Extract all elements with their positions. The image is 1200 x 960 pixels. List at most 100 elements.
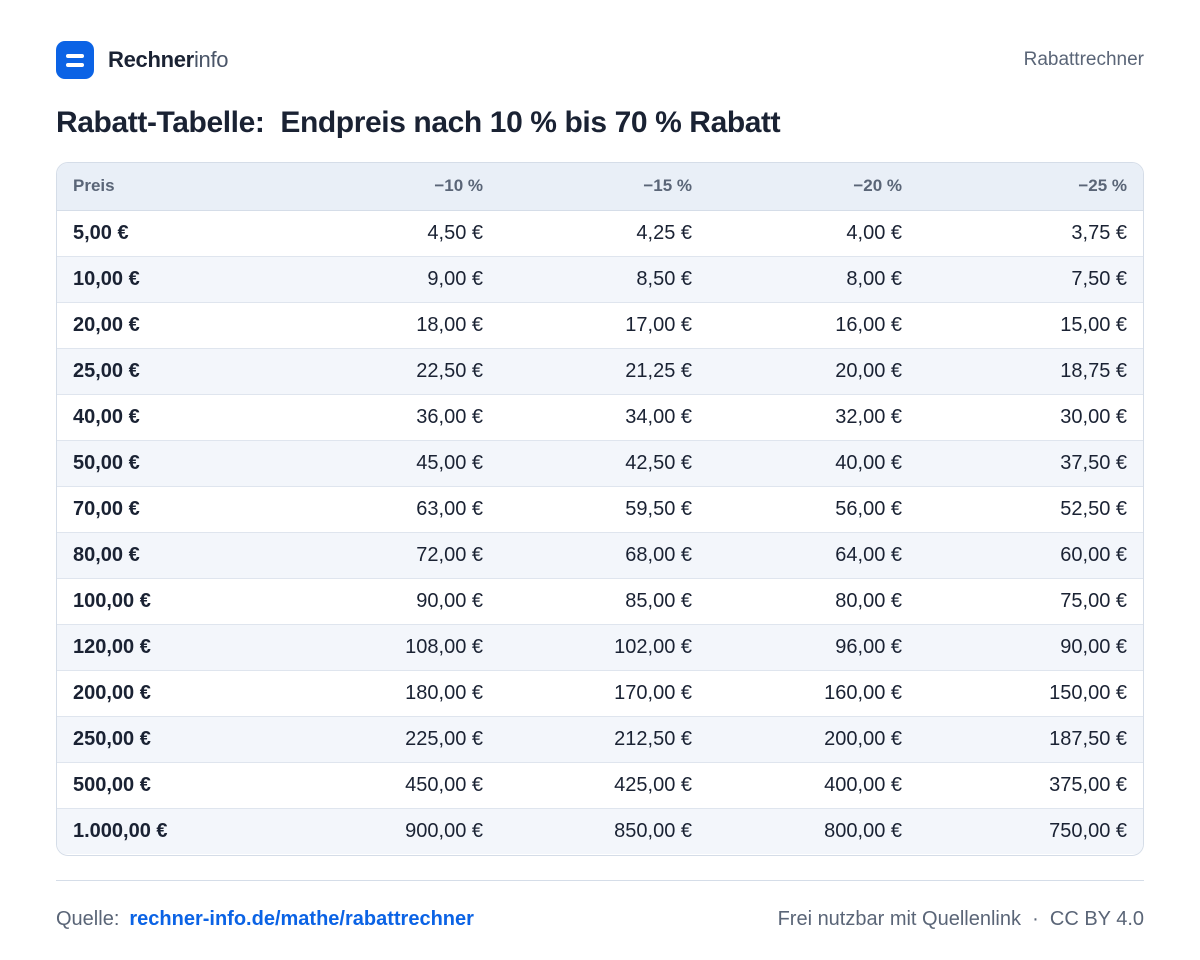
- column-header-price: Preis: [57, 163, 297, 211]
- final-price-cell: 18,75 €: [918, 348, 1143, 395]
- brand-name: Rechnerinfo: [108, 47, 229, 73]
- brand-name-light: info: [193, 47, 229, 72]
- final-price-cell: 90,00 €: [918, 624, 1143, 671]
- final-price-cell: 36,00 €: [297, 394, 499, 441]
- final-price-cell: 800,00 €: [824, 819, 902, 842]
- final-price-cell: 102,00 €: [499, 624, 708, 671]
- table-row: 200,00 €180,00 €170,00 €160,00 €150,00 €: [57, 670, 1143, 717]
- price-cell: 1.000,00 €: [73, 819, 168, 842]
- final-price-cell: 16,00 €: [708, 302, 918, 349]
- final-price-cell: 212,50 €: [499, 716, 708, 763]
- table-body: 5,00 €4,50 €4,25 €4,00 €3,75 €10,00 €9,0…: [57, 210, 1143, 854]
- price-cell: 20,00 €: [57, 302, 297, 349]
- final-price-cell: 17,00 €: [499, 302, 708, 349]
- discount-table: Preis −10 % −15 % −20 % −25 % 5,00 €4,50 €4,…: [57, 163, 1143, 854]
- column-header-discount: −20 %: [708, 163, 918, 211]
- price-cell: 40,00 €: [57, 394, 297, 441]
- table-row: 70,00 €63,00 €59,50 €56,00 €52,50 €: [57, 486, 1143, 533]
- page-title: Rabatt-Tabelle: Endpreis nach 10 % bis 7…: [56, 106, 781, 139]
- brand-name-strong: Rechner: [108, 47, 194, 72]
- final-price-cell: 42,50 €: [499, 440, 708, 487]
- final-price-cell: 75,00 €: [918, 578, 1143, 625]
- final-price-cell: 18,00 €: [297, 302, 499, 349]
- price-cell: 200,00 €: [57, 670, 297, 717]
- price-cell: 500,00 €: [57, 762, 297, 809]
- final-price-cell: 8,00 €: [708, 256, 918, 303]
- table-row: 500,00 €450,00 €425,00 €400,00 €375,00 €: [57, 762, 1143, 809]
- final-price-cell: 72,00 €: [297, 532, 499, 579]
- table-row: 25,00 €22,50 €21,25 €20,00 €18,75 €: [57, 348, 1143, 395]
- final-price-cell: 34,00 €: [499, 394, 708, 441]
- final-price-cell: 32,00 €: [708, 394, 918, 441]
- final-price-cell: 850,00 €: [614, 819, 692, 842]
- table-row: 5,00 €4,50 €4,25 €4,00 €3,75 €: [57, 210, 1143, 257]
- column-header-discount: −10 %: [297, 163, 499, 211]
- table-row: 80,00 €72,00 €68,00 €64,00 €60,00 €: [57, 532, 1143, 579]
- column-header-discount: −25 %: [918, 163, 1143, 211]
- column-header-discount: −15 %: [499, 163, 708, 211]
- final-price-cell: 8,50 €: [499, 256, 708, 303]
- final-price-cell: 68,00 €: [499, 532, 708, 579]
- equals-icon: [56, 41, 94, 79]
- price-cell: 25,00 €: [57, 348, 297, 395]
- price-cell: 50,00 €: [57, 440, 297, 487]
- price-cell: 80,00 €: [57, 532, 297, 579]
- table-row: 10,00 €9,00 €8,50 €8,00 €7,50 €: [57, 256, 1143, 303]
- final-price-cell: 4,00 €: [708, 210, 918, 257]
- final-price-cell: 64,00 €: [708, 532, 918, 579]
- final-price-cell: 85,00 €: [499, 578, 708, 625]
- final-price-cell: 4,50 €: [297, 210, 499, 257]
- license-text: Frei nutzbar mit Quellenlink · CC BY 4.0: [777, 907, 1144, 930]
- final-price-cell: 22,50 €: [297, 348, 499, 395]
- price-cell: 100,00 €: [57, 578, 297, 625]
- price-cell: 120,00 €: [57, 624, 297, 671]
- final-price-cell: 40,00 €: [708, 440, 918, 487]
- brand[interactable]: Rechnerinfo: [56, 41, 229, 79]
- source: Quelle: rechner-info.de/mathe/rabattrechn…: [56, 908, 474, 931]
- source-label: Quelle:: [56, 907, 120, 930]
- table-row: 100,00 €90,00 €85,00 €80,00 €75,00 €: [57, 578, 1143, 625]
- header-section-label: Rabattrechner: [1023, 49, 1144, 70]
- final-price-cell: 15,00 €: [918, 302, 1143, 349]
- price-cell: 10,00 €: [57, 256, 297, 303]
- final-price-cell: 56,00 €: [708, 486, 918, 533]
- table-row: 1.000,00 € 900,00 € 850,00 € 800,00 € 750,00…: [57, 808, 1143, 854]
- final-price-cell: 180,00 €: [297, 670, 499, 717]
- final-price-cell: 225,00 €: [297, 716, 499, 763]
- page-footer: Quelle: rechner-info.de/mathe/rabattrechn…: [56, 904, 1144, 934]
- footer-divider: [56, 880, 1144, 881]
- final-price-cell: 170,00 €: [499, 670, 708, 717]
- table-row: 250,00 €225,00 €212,50 €200,00 €187,50 €: [57, 716, 1143, 763]
- table-row: 50,00 €45,00 €42,50 €40,00 €37,50 €: [57, 440, 1143, 487]
- source-link[interactable]: rechner-info.de/mathe/rabattrechner: [129, 907, 474, 930]
- final-price-cell: 375,00 €: [918, 762, 1143, 809]
- final-price-cell: 9,00 €: [297, 256, 499, 303]
- final-price-cell: 900,00 €: [405, 819, 483, 842]
- final-price-cell: 52,50 €: [918, 486, 1143, 533]
- discount-table-container: Preis −10 % −15 % −20 % −25 % 5,00 €4,50 €4,…: [56, 162, 1144, 856]
- final-price-cell: 90,00 €: [297, 578, 499, 625]
- final-price-cell: 21,25 €: [499, 348, 708, 395]
- page-header: Rechnerinfo Rabattrechner: [56, 40, 1144, 80]
- final-price-cell: 3,75 €: [918, 210, 1143, 257]
- final-price-cell: 750,00 €: [1049, 819, 1127, 842]
- final-price-cell: 63,00 €: [297, 486, 499, 533]
- price-cell: 70,00 €: [57, 486, 297, 533]
- final-price-cell: 30,00 €: [918, 394, 1143, 441]
- price-cell: 5,00 €: [57, 210, 297, 257]
- final-price-cell: 450,00 €: [297, 762, 499, 809]
- final-price-cell: 150,00 €: [918, 670, 1143, 717]
- final-price-cell: 60,00 €: [918, 532, 1143, 579]
- table-row: 120,00 €108,00 €102,00 €96,00 €90,00 €: [57, 624, 1143, 671]
- final-price-cell: 37,50 €: [918, 440, 1143, 487]
- final-price-cell: 4,25 €: [499, 210, 708, 257]
- final-price-cell: 187,50 €: [918, 716, 1143, 763]
- table-row: 40,00 €36,00 €34,00 €32,00 €30,00 €: [57, 394, 1143, 441]
- final-price-cell: 20,00 €: [708, 348, 918, 395]
- final-price-cell: 200,00 €: [708, 716, 918, 763]
- final-price-cell: 7,50 €: [918, 256, 1143, 303]
- table-header-row: Preis −10 % −15 % −20 % −25 %: [57, 163, 1143, 211]
- table-row: 20,00 €18,00 €17,00 €16,00 €15,00 €: [57, 302, 1143, 349]
- final-price-cell: 59,50 €: [499, 486, 708, 533]
- final-price-cell: 96,00 €: [708, 624, 918, 671]
